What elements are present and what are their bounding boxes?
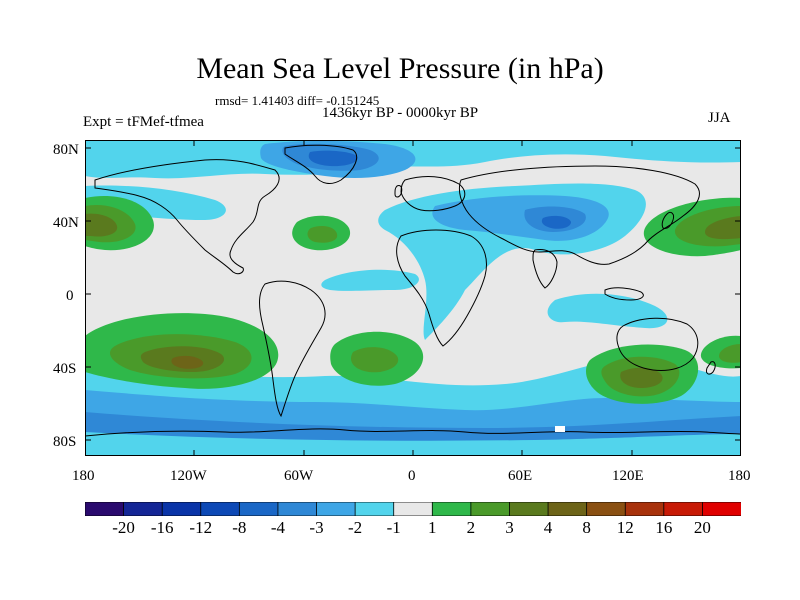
colorbar-label: 4 — [543, 518, 553, 537]
colorbar-label: 8 — [582, 518, 591, 537]
coast-uk — [394, 185, 403, 198]
colorbar-swatch — [85, 502, 125, 516]
colorbar-label: -16 — [150, 518, 174, 537]
lon-label-60e: 60E — [508, 468, 533, 484]
period-annotation: 1436kyr BP - 0000kyr BP — [322, 105, 479, 121]
high-satl-core — [350, 347, 399, 373]
colorbar-label: -4 — [270, 518, 286, 537]
lat-label-0: 0 — [66, 288, 74, 304]
lat-label-80s: 80S — [53, 434, 77, 450]
colorbar-swatch — [161, 502, 202, 516]
lon-label-120e: 120E — [612, 468, 644, 484]
lon-label-60w: 60W — [284, 468, 314, 484]
colorbar-swatch — [586, 502, 627, 516]
colorbar-label: 12 — [616, 518, 634, 537]
lon-label-0: 0 — [408, 468, 416, 484]
eurasia-low-center — [541, 215, 571, 229]
colorbar-swatch — [547, 502, 588, 516]
coast-asia — [458, 165, 700, 265]
colorbar-swatch — [238, 502, 279, 516]
high-spac-east-core — [719, 344, 741, 363]
lat-label-40s: 40S — [53, 361, 77, 377]
coast-india — [532, 249, 558, 289]
greenland-low-center — [308, 150, 358, 167]
lat-label-40n: 40N — [53, 215, 79, 231]
map-title: Mean Sea Level Pressure (in hPa) — [196, 52, 604, 85]
experiment-label: Expt = tFMef-tfmea — [83, 114, 204, 130]
colorbar-swatch — [509, 502, 549, 516]
indian-ocean-cyan — [547, 293, 668, 329]
colorbar-swatch — [702, 502, 741, 516]
lon-label-120w: 120W — [170, 468, 207, 484]
colorbar-swatch — [200, 502, 241, 516]
colorbar-label: -20 — [112, 518, 135, 537]
coast-greenland — [284, 144, 357, 184]
stats-annotation: rmsd= 1.41403 diff= -0.151245 — [215, 93, 380, 108]
colorbar-swatch — [663, 502, 704, 516]
colorbar-swatch — [624, 502, 665, 516]
high-npac-east-core — [705, 216, 741, 240]
lon-label-180w: 180 — [72, 468, 95, 484]
colorbar-swatch — [277, 502, 318, 516]
coast-indonesia — [604, 287, 644, 301]
colorbar-label: 20 — [693, 518, 711, 537]
colorbar-label: -8 — [232, 518, 247, 537]
coast-new-zealand — [706, 361, 716, 375]
coast-south-america — [259, 280, 326, 418]
colorbar — [85, 502, 741, 516]
colorbar-label: 2 — [466, 518, 476, 537]
high-sind-core — [620, 367, 663, 388]
coast-australia — [616, 317, 699, 371]
season-label: JJA — [708, 110, 731, 126]
atlantic-tropical-cyan — [321, 269, 419, 291]
colorbar-swatch — [470, 502, 511, 516]
colorbar-label: -1 — [386, 518, 401, 537]
high-natl-core — [307, 226, 338, 243]
colorbar-swatch — [316, 502, 357, 516]
colorbar-swatch — [393, 502, 434, 516]
coast-antarctica — [85, 428, 741, 437]
colorbar-label: -3 — [309, 518, 324, 537]
high-npac-west-core — [85, 213, 118, 237]
colorbar-swatch — [123, 502, 164, 516]
colorbar-label: -12 — [189, 518, 213, 537]
colorbar-swatch — [431, 502, 472, 516]
coast-north-america — [94, 159, 280, 275]
coast-europe — [400, 176, 466, 212]
coast-africa — [396, 229, 487, 347]
high-spac-center — [171, 355, 204, 369]
colorbar-label: -2 — [348, 518, 363, 537]
colorbar-label: 1 — [428, 518, 437, 537]
coast-japan — [661, 211, 674, 229]
colorbar-swatch — [354, 502, 395, 516]
colorbar-label: 3 — [505, 518, 514, 537]
lat-label-80n: 80N — [53, 142, 79, 158]
pressure-map — [85, 140, 741, 456]
coastlines — [85, 144, 741, 437]
antarctic-cyan — [85, 432, 741, 456]
lon-label-180e: 180 — [728, 468, 751, 484]
axis-ticks — [85, 140, 741, 456]
antarctic-patch — [555, 426, 565, 432]
colorbar-label: 16 — [655, 518, 673, 537]
